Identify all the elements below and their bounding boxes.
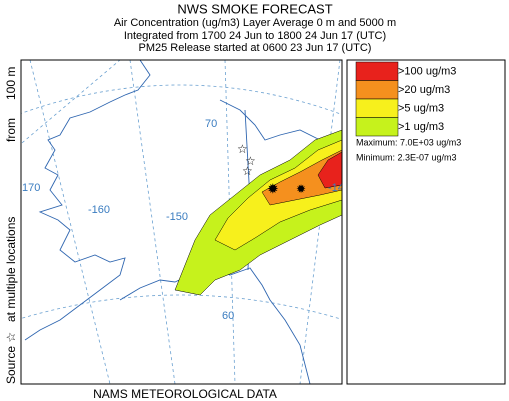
side-label-part: from [4,118,18,142]
side-label-part: at multiple locations [4,217,18,322]
graticule [21,84,342,115]
title: NWS SMOKE FORECAST [177,1,332,16]
minimum: Minimum: 2.3E-07 ug/m3 [356,152,457,162]
legend-swatch [355,98,399,118]
legend-label: >5 ug/m3 [398,102,444,114]
footer: NAMS METEOROLOGICAL DATA [93,387,277,401]
side-label-part: Source ☆ [4,332,18,384]
legend-swatch [355,117,399,137]
legend-swatch [355,61,399,81]
graticule-label: 60 [222,310,234,322]
graticule [21,60,121,145]
maximum: Maximum: 7.0E+03 ug/m3 [356,137,461,147]
side-label-part: 100 m [4,67,18,100]
graticule-label: -140 [328,182,350,194]
source-star: ✹ [296,182,306,196]
graticule [129,60,176,384]
graticule-label: -160 [88,204,110,216]
graticule [21,294,342,320]
source-star: ☆ [245,154,256,168]
legend-frame [346,59,506,385]
smoke-contour [261,149,342,206]
legend-label: >100 ug/m3 [398,65,456,77]
graticule-label: -150 [166,211,188,223]
smoke-contour [317,151,342,189]
subtitle: PM25 Release started at 0600 23 Jun 17 (… [139,42,372,54]
legend: Maximum: 7.0E+03 ug/m3 Minimum: 2.3E-07 … [346,59,506,385]
legend-label: >20 ug/m3 [398,84,450,96]
side-label: Source ☆ at multiple locations from 100 … [4,67,18,384]
legend-swatch [355,80,399,100]
subtitle: Integrated from 1700 24 Jun to 1800 24 J… [124,30,386,42]
graticule-label: 170 [22,182,40,194]
map-frame [20,59,343,385]
subtitle: Air Concentration (ug/m3) Layer Average … [114,17,396,29]
map: ☆ ☆ ☆ ✹ ✹ 170 -160 -150 -140 70 60 [20,59,350,385]
source-star: ☆ [237,142,248,156]
source-star: ✹ [267,181,279,197]
legend-label: >1 ug/m3 [398,121,444,133]
graticule [29,60,111,384]
source-star: ☆ [242,164,253,178]
graticule-label: 70 [205,118,217,130]
